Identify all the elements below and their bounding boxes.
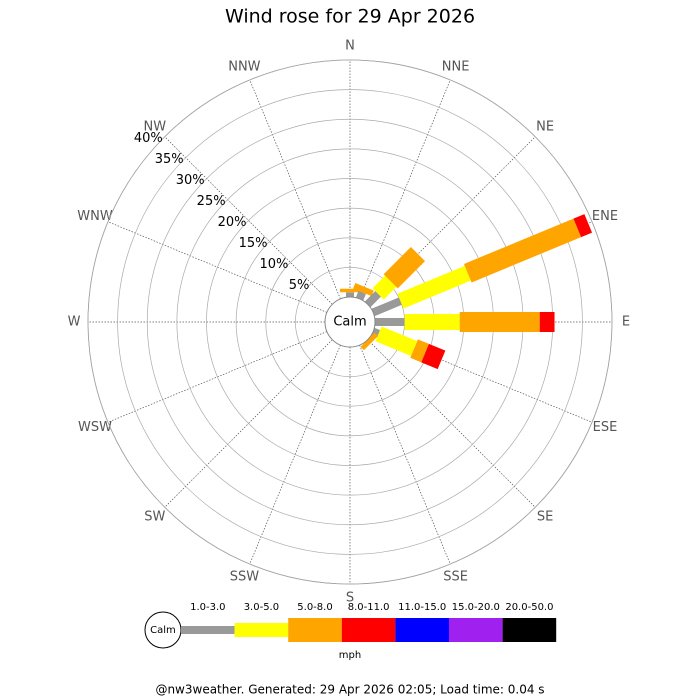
direction-label: ESE [593,420,618,435]
footer: @nw3weather. Generated: 29 Apr 2026 02:0… [155,683,544,697]
legend-label: 11.0-15.0 [398,602,446,613]
legend: Calm mph 1.0-3.0 3.0-5.0 5.0-8.0 8.0-11.0 11… [144,602,557,661]
rose-segment [360,332,379,351]
rose-segment [371,297,402,317]
bars [323,214,593,370]
spoke [107,221,328,313]
rose-segment [372,275,397,300]
direction-label: SSW [230,569,260,584]
legend-swatch [288,618,342,642]
calm-label: Calm [333,315,366,330]
legend-label: 20.0-50.0 [505,602,553,613]
spoke [107,331,328,423]
direction-label: N [345,39,355,54]
legend-label: 8.0-11.0 [348,602,390,613]
rose-segment [353,283,374,297]
ring [87,59,613,585]
r-tick-label: 35% [155,152,184,167]
legend-swatch [502,618,557,642]
r-tick-label: 20% [218,215,247,230]
direction-label: SSE [443,569,468,584]
rose-segment [375,318,405,326]
chart-title: Wind rose for 29 Apr 2026 [225,6,475,28]
direction-label: SW [144,510,165,525]
legend-label: 1.0-3.0 [190,602,225,613]
rose-segment [410,339,429,363]
direction-label: S [346,591,354,606]
direction-label: WSW [78,420,112,435]
grid: N NNE NE ENE E ESE SE SSE S SSW SW WSW W WNW NW NNW 5%10… [68,39,631,606]
legend-swatch [234,623,289,637]
direction-label: SE [537,510,553,525]
legend-label: 3.0-5.0 [244,602,279,613]
direction-label: NW [144,119,167,134]
direction-label: W [68,315,81,330]
direction-label: E [622,315,630,330]
rose-segment [340,288,360,293]
rose-segment [421,343,446,370]
rose-segment [346,292,354,297]
spoke [359,79,451,300]
direction-label: NNW [228,60,260,75]
spoke [249,79,341,300]
r-tick-label: 30% [176,173,205,188]
rose-segment [397,265,471,309]
legend-calm-label: Calm [150,625,176,636]
direction-label: WNW [77,209,113,224]
rose-segment [573,214,593,238]
legend-unit: mph [339,650,361,661]
legend-label: 5.0-8.0 [297,602,332,613]
legend-swatch [181,626,235,634]
rose-segment [404,314,460,330]
legend-label: 15.0-20.0 [452,602,500,613]
r-tick-label: 5% [289,278,310,293]
rose-segment [375,326,418,356]
r-tick-label: 40% [134,131,163,146]
rose-segment [383,246,426,289]
ring [117,89,583,555]
rose-segment [463,218,582,283]
r-tick-label: 25% [197,194,226,209]
rose-segment [364,291,381,308]
legend-swatch [449,618,503,642]
direction-label: ENE [592,209,618,224]
calm-circle [324,296,376,348]
r-tick-label: 10% [260,257,289,272]
legend-swatch [341,618,396,642]
rose-segment [459,312,540,332]
r-tick-label: 15% [239,236,268,251]
legend-swatch [395,618,449,642]
direction-label: NNE [442,60,470,75]
rose-segment [539,312,555,332]
direction-label: NE [536,119,554,134]
